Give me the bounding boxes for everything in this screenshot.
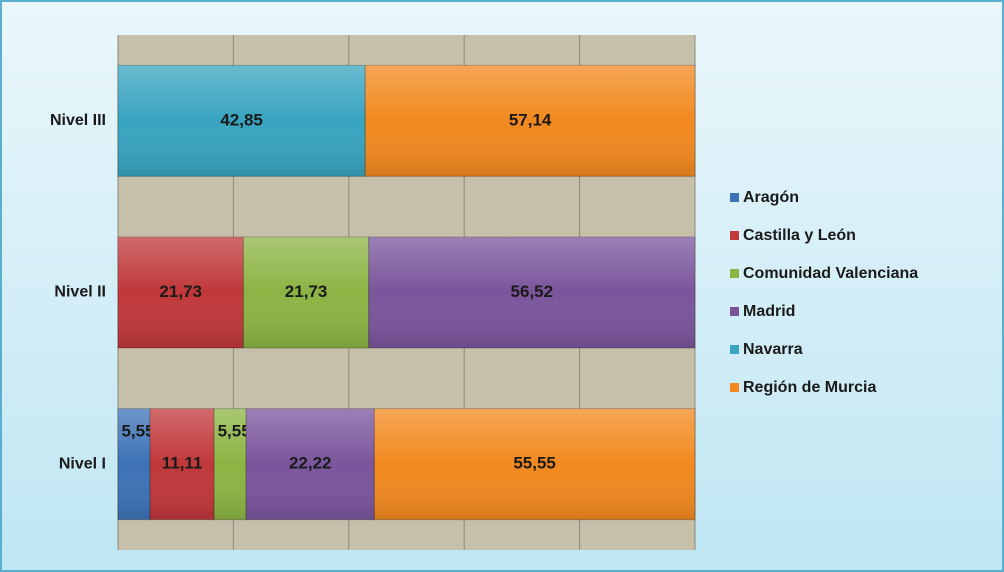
legend-label: Comunidad Valenciana	[743, 265, 918, 282]
legend-label: Madrid	[743, 303, 795, 320]
bar-shine	[150, 408, 215, 520]
y-tick-label: Nivel III	[50, 112, 106, 129]
bar-shine	[118, 408, 151, 520]
data-label: 11,11	[162, 454, 203, 473]
data-label: 22,22	[289, 454, 332, 473]
bar-shine	[246, 408, 375, 520]
legend-label: Navarra	[743, 341, 803, 358]
bar-shine	[214, 408, 247, 520]
bar-shine	[365, 65, 695, 177]
data-label: 57,14	[509, 110, 552, 129]
bar-shine	[118, 65, 366, 177]
data-label: 5,55	[218, 422, 251, 441]
legend-swatch	[730, 193, 739, 202]
legend-swatch	[730, 345, 739, 354]
data-label: 56,52	[511, 282, 554, 301]
legend-label: Aragón	[743, 189, 799, 206]
legend-swatch	[730, 231, 739, 240]
legend-swatch	[730, 269, 739, 278]
bar-shine	[243, 237, 369, 348]
data-label: 5,55	[121, 422, 154, 441]
data-label: 21,73	[159, 282, 202, 301]
legend-label: Región de Murcia	[743, 379, 876, 396]
data-label: 21,73	[285, 282, 328, 301]
bar-shine	[374, 408, 695, 520]
bar-shine	[118, 237, 244, 348]
y-tick-label: Nivel I	[59, 455, 106, 472]
y-tick-label: Nivel II	[54, 284, 106, 301]
bar-shine	[368, 237, 695, 348]
data-label: 42,85	[220, 110, 263, 129]
legend-swatch	[730, 383, 739, 392]
legend-swatch	[730, 307, 739, 316]
data-label: 55,55	[513, 454, 556, 473]
legend-label: Castilla y León	[743, 227, 856, 244]
